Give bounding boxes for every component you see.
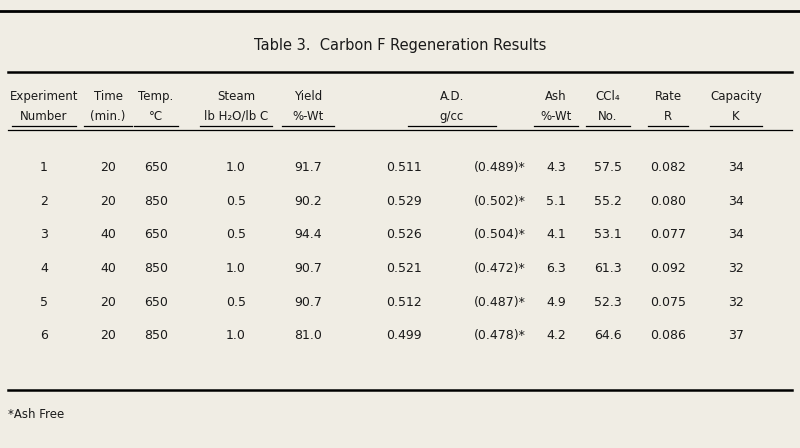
- Text: 4.9: 4.9: [546, 296, 566, 309]
- Text: %-Wt: %-Wt: [292, 110, 324, 123]
- Text: (0.489)*: (0.489)*: [474, 161, 526, 174]
- Text: 20: 20: [100, 296, 116, 309]
- Text: 0.086: 0.086: [650, 329, 686, 342]
- Text: Experiment: Experiment: [10, 90, 78, 103]
- Text: 91.7: 91.7: [294, 161, 322, 174]
- Text: 0.512: 0.512: [386, 296, 422, 309]
- Text: Table 3.  Carbon F Regeneration Results: Table 3. Carbon F Regeneration Results: [254, 38, 546, 53]
- Text: Capacity: Capacity: [710, 90, 762, 103]
- Text: 1: 1: [40, 161, 48, 174]
- Text: (min.): (min.): [90, 110, 126, 123]
- Text: (0.478)*: (0.478)*: [474, 329, 526, 342]
- Text: 20: 20: [100, 161, 116, 174]
- Text: 850: 850: [144, 262, 168, 275]
- Text: 850: 850: [144, 329, 168, 342]
- Text: 0.082: 0.082: [650, 161, 686, 174]
- Text: Steam: Steam: [217, 90, 255, 103]
- Text: *Ash Free: *Ash Free: [8, 408, 64, 421]
- Text: No.: No.: [598, 110, 618, 123]
- Text: °C: °C: [149, 110, 163, 123]
- Text: 6.3: 6.3: [546, 262, 566, 275]
- Text: A.D.: A.D.: [440, 90, 464, 103]
- Text: 4.3: 4.3: [546, 161, 566, 174]
- Text: 0.077: 0.077: [650, 228, 686, 241]
- Text: Temp.: Temp.: [138, 90, 174, 103]
- Text: 0.5: 0.5: [226, 228, 246, 241]
- Text: 94.4: 94.4: [294, 228, 322, 241]
- Text: 64.6: 64.6: [594, 329, 622, 342]
- Text: 53.1: 53.1: [594, 228, 622, 241]
- Text: 1.0: 1.0: [226, 329, 246, 342]
- Text: 20: 20: [100, 195, 116, 208]
- Text: 52.3: 52.3: [594, 296, 622, 309]
- Text: R: R: [664, 110, 672, 123]
- Text: 6: 6: [40, 329, 48, 342]
- Text: Yield: Yield: [294, 90, 322, 103]
- Text: g/cc: g/cc: [440, 110, 464, 123]
- Text: 34: 34: [728, 195, 744, 208]
- Text: 850: 850: [144, 195, 168, 208]
- Text: Number: Number: [20, 110, 68, 123]
- Text: (0.472)*: (0.472)*: [474, 262, 526, 275]
- Text: 34: 34: [728, 161, 744, 174]
- Text: 5: 5: [40, 296, 48, 309]
- Text: 57.5: 57.5: [594, 161, 622, 174]
- Text: 2: 2: [40, 195, 48, 208]
- Text: 0.529: 0.529: [386, 195, 422, 208]
- Text: 4.1: 4.1: [546, 228, 566, 241]
- Text: 1.0: 1.0: [226, 262, 246, 275]
- Text: 650: 650: [144, 228, 168, 241]
- Text: 4.2: 4.2: [546, 329, 566, 342]
- Text: %-Wt: %-Wt: [540, 110, 572, 123]
- Text: 650: 650: [144, 161, 168, 174]
- Text: 3: 3: [40, 228, 48, 241]
- Text: 40: 40: [100, 262, 116, 275]
- Text: (0.504)*: (0.504)*: [474, 228, 526, 241]
- Text: 34: 34: [728, 228, 744, 241]
- Text: 0.526: 0.526: [386, 228, 422, 241]
- Text: 5.1: 5.1: [546, 195, 566, 208]
- Text: 55.2: 55.2: [594, 195, 622, 208]
- Text: 0.092: 0.092: [650, 262, 686, 275]
- Text: 90.7: 90.7: [294, 262, 322, 275]
- Text: 1.0: 1.0: [226, 161, 246, 174]
- Text: 4: 4: [40, 262, 48, 275]
- Text: 0.499: 0.499: [386, 329, 422, 342]
- Text: 40: 40: [100, 228, 116, 241]
- Text: Time: Time: [94, 90, 122, 103]
- Text: 650: 650: [144, 296, 168, 309]
- Text: CCl₄: CCl₄: [596, 90, 620, 103]
- Text: 0.5: 0.5: [226, 296, 246, 309]
- Text: (0.487)*: (0.487)*: [474, 296, 526, 309]
- Text: 81.0: 81.0: [294, 329, 322, 342]
- Text: 90.2: 90.2: [294, 195, 322, 208]
- Text: 0.5: 0.5: [226, 195, 246, 208]
- Text: 20: 20: [100, 329, 116, 342]
- Text: 90.7: 90.7: [294, 296, 322, 309]
- Text: 32: 32: [728, 296, 744, 309]
- Text: K: K: [732, 110, 740, 123]
- Text: 61.3: 61.3: [594, 262, 622, 275]
- Text: 0.511: 0.511: [386, 161, 422, 174]
- Text: 0.075: 0.075: [650, 296, 686, 309]
- Text: Ash: Ash: [545, 90, 567, 103]
- Text: Rate: Rate: [654, 90, 682, 103]
- Text: 0.521: 0.521: [386, 262, 422, 275]
- Text: 0.080: 0.080: [650, 195, 686, 208]
- Text: 32: 32: [728, 262, 744, 275]
- Text: lb H₂O/lb C: lb H₂O/lb C: [204, 110, 268, 123]
- Text: 37: 37: [728, 329, 744, 342]
- Text: (0.502)*: (0.502)*: [474, 195, 526, 208]
